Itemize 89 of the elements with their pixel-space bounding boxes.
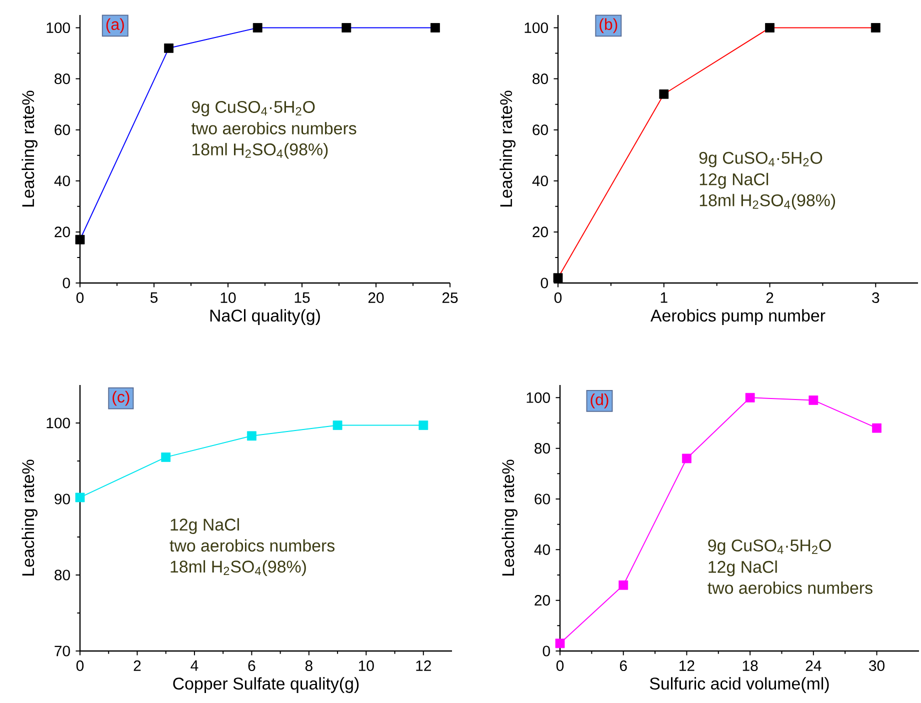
x-tick-label: 12 [416, 660, 431, 671]
x-axis-title: NaCl quality(g) [210, 309, 320, 325]
annotation: (d) [590, 394, 608, 408]
point [75, 492, 85, 502]
point [870, 23, 880, 32]
annotation: (c) [112, 390, 130, 406]
point [682, 454, 692, 464]
y-tick-label: 80 [534, 443, 550, 454]
y-tick-label: 60 [534, 494, 550, 504]
y-tick-label: 70 [54, 646, 70, 656]
x-tick-label: 4 [190, 660, 198, 671]
point [342, 23, 352, 32]
y-tick-label: 100 [46, 22, 70, 34]
x-tick-label: 10 [220, 292, 236, 304]
point [164, 43, 174, 53]
annotation: 12g NaCl [708, 560, 777, 576]
point [418, 420, 428, 430]
annotation: (a) [106, 18, 124, 34]
point [659, 89, 669, 99]
point [332, 420, 342, 430]
annotation: two aerobics numbers [708, 581, 872, 594]
x-tick-label: 3 [872, 292, 880, 304]
y-tick-label: 100 [46, 418, 70, 428]
x-tick-label: 1 [660, 292, 668, 303]
x-tick-label: 5 [150, 292, 158, 303]
y-tick-label: 100 [524, 22, 548, 34]
y-tick-label: 80 [532, 74, 548, 84]
x-tick-label: 0 [76, 660, 84, 672]
point [745, 392, 755, 402]
annotation: 12g NaCl [700, 172, 768, 189]
y-tick-label: 100 [526, 392, 550, 403]
y-tick-label: 40 [54, 176, 70, 186]
x-tick-label: 6 [620, 660, 627, 672]
point [553, 273, 563, 283]
y-tick-label: 80 [54, 570, 70, 580]
point [555, 638, 565, 648]
y-tick-label: 0 [542, 646, 550, 656]
annotation: two aerobics numbers [191, 122, 356, 134]
x-tick-label: 15 [294, 292, 310, 303]
y-tick-label: 0 [62, 278, 70, 288]
annotation: 9g CuSO$_{4}$·5H$_{2}$O [708, 539, 831, 555]
annotation: 9g CuSO$_{4}$·5H$_{2}$O [192, 100, 315, 116]
annotation: 18ml H$_{2}$SO$_{4}$(98%) [170, 560, 306, 576]
point [75, 234, 85, 244]
y-tick-label: 20 [54, 226, 70, 238]
point [765, 23, 774, 32]
point [808, 395, 818, 405]
y-tick-label: 60 [54, 124, 70, 136]
y-tick-label: 20 [532, 226, 548, 238]
y-tick-label: 90 [54, 494, 70, 504]
x-tick-label: 0 [554, 292, 562, 304]
point [246, 431, 256, 441]
x-axis-title: Aerobics pump number [650, 309, 826, 325]
point [872, 423, 882, 433]
point [161, 452, 171, 462]
y-tick-label: 40 [532, 176, 548, 186]
annotation: 9g CuSO$_{4}$·5H$_{2}$O [699, 152, 822, 168]
x-tick-label: 30 [869, 660, 884, 672]
y-axis-title: Leaching rate% [22, 460, 38, 576]
x-axis-title: Sulfuric acid volume(ml) [650, 677, 829, 693]
annotation: 12g NaCl [170, 518, 239, 534]
point [252, 23, 262, 32]
x-axis-title: Copper Sulfate quality(g) [173, 677, 359, 693]
y-axis-title: Leaching rate% [500, 90, 516, 206]
point [618, 580, 628, 590]
y-tick-label: 60 [532, 124, 548, 136]
x-tick-label: 20 [368, 292, 384, 304]
y-axis-title: Leaching rate% [22, 90, 38, 206]
y-tick-label: 40 [534, 544, 550, 555]
x-tick-label: 10 [358, 660, 374, 672]
annotation: 18ml H$_{2}$SO$_{4}$(98%) [700, 194, 836, 210]
y-tick-label: 0 [540, 278, 548, 288]
x-tick-label: 0 [76, 292, 84, 304]
x-tick-label: 6 [248, 660, 256, 672]
x-tick-label: 25 [442, 292, 458, 304]
annotation: two aerobics numbers [170, 539, 335, 552]
x-tick-label: 2 [134, 660, 141, 671]
x-tick-label: 12 [680, 660, 694, 671]
x-tick-label: 0 [556, 660, 564, 672]
y-tick-label: 20 [534, 595, 550, 606]
x-tick-label: 24 [806, 660, 822, 671]
annotation: (b) [600, 18, 618, 34]
y-tick-label: 80 [54, 74, 70, 84]
y-axis-title: Leaching rate% [502, 460, 518, 576]
x-tick-label: 18 [742, 660, 758, 672]
x-tick-label: 8 [305, 660, 312, 672]
x-tick-label: 2 [766, 292, 774, 303]
annotation: 18ml H$_{2}$SO$_{4}$(98%) [192, 142, 328, 159]
point [430, 23, 440, 32]
